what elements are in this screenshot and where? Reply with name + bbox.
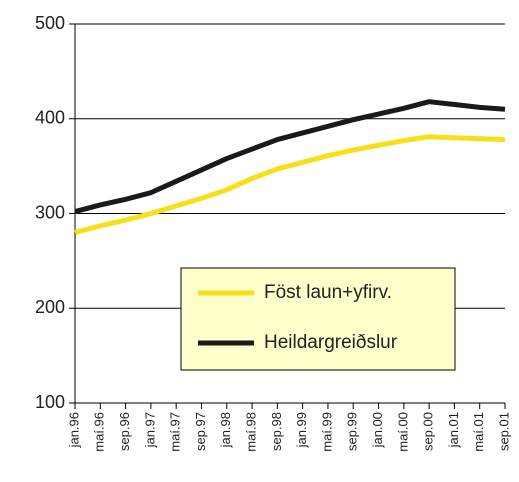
y-tick-label: 400	[35, 108, 65, 128]
x-tick-label: sep.96	[117, 412, 132, 451]
y-tick-label: 300	[35, 202, 65, 222]
x-tick-label: maí.00	[395, 412, 410, 452]
legend-label: Föst laun+yfirv.	[264, 282, 392, 303]
series-line	[74, 134, 506, 235]
x-tick-label: sep.99	[345, 412, 360, 451]
x-tick-label: maí.97	[168, 412, 183, 452]
x-tick-label: maí.99	[319, 412, 334, 452]
x-tick-label: jan.97	[142, 412, 157, 448]
x-tick-label: jan.99	[294, 412, 309, 448]
x-tick-label: sep.98	[269, 412, 284, 451]
x-tick-label: sep.01	[496, 412, 511, 451]
y-tick-label: 100	[35, 392, 65, 412]
x-tick-label: sep.97	[193, 412, 208, 451]
y-tick-label: 500	[35, 13, 65, 33]
x-tick-label: jan.98	[218, 412, 233, 448]
x-tick-label: jan.00	[370, 412, 385, 448]
x-tick-label: maí.98	[243, 412, 258, 452]
x-tick-label: maí.96	[92, 412, 107, 452]
legend-box	[180, 267, 456, 371]
x-tick-label: jan.01	[446, 412, 461, 448]
x-tick-label: maí.01	[471, 412, 486, 452]
series-line	[74, 99, 506, 215]
y-tick-label: 200	[35, 297, 65, 317]
x-tick-label: jan.96	[66, 412, 81, 448]
x-tick-label: sep.00	[421, 412, 436, 451]
legend-label: Heildargreiðslur	[264, 332, 398, 353]
